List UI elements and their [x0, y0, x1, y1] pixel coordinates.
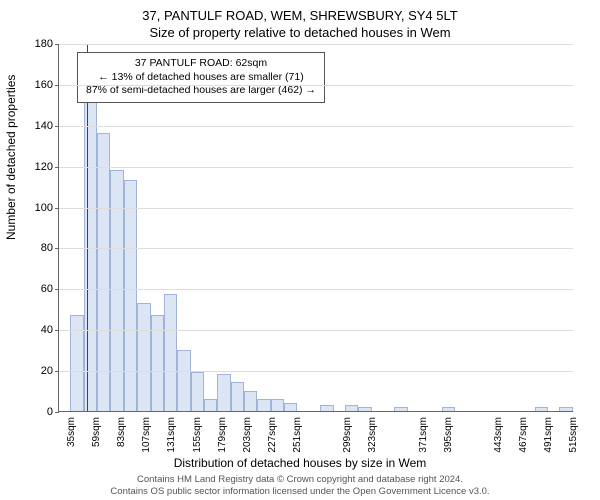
histogram-bar — [442, 407, 455, 411]
y-tick-label: 60 — [41, 283, 59, 295]
y-tick-label: 140 — [35, 120, 59, 132]
footer-line1: Contains HM Land Registry data © Crown c… — [0, 474, 600, 486]
histogram-bar — [84, 72, 97, 411]
chart-title-line2: Size of property relative to detached ho… — [0, 23, 600, 40]
annotation-line: 37 PANTULF ROAD: 62sqm — [86, 57, 316, 71]
y-tick-label: 120 — [35, 161, 59, 173]
gridline — [59, 167, 573, 168]
histogram-bar — [191, 372, 204, 411]
histogram-bar — [320, 405, 333, 411]
y-tick-label: 180 — [35, 38, 59, 50]
y-tick-label: 100 — [35, 202, 59, 214]
histogram-bar — [271, 399, 284, 411]
histogram-bar — [244, 391, 257, 411]
gridline — [59, 330, 573, 331]
y-tick-label: 160 — [35, 79, 59, 91]
annotation-box: 37 PANTULF ROAD: 62sqm← 13% of detached … — [77, 52, 325, 103]
histogram-bar — [97, 133, 110, 411]
histogram-bar — [137, 303, 150, 411]
y-tick-label: 20 — [41, 365, 59, 377]
y-tick-label: 80 — [41, 242, 59, 254]
chart-title-line1: 37, PANTULF ROAD, WEM, SHREWSBURY, SY4 5… — [0, 0, 600, 23]
histogram-bar — [177, 350, 190, 411]
y-tick-label: 40 — [41, 324, 59, 336]
y-tick-label: 0 — [47, 406, 59, 418]
histogram-bar — [110, 170, 123, 411]
annotation-line: ← 13% of detached houses are smaller (71… — [86, 71, 316, 85]
gridline — [59, 208, 573, 209]
footer-line2: Contains OS public sector information li… — [0, 486, 600, 498]
histogram-bar — [284, 403, 297, 411]
histogram-bar — [535, 407, 548, 411]
histogram-bar — [358, 407, 371, 411]
plot-area: 37 PANTULF ROAD: 62sqm← 13% of detached … — [58, 44, 573, 412]
histogram-bar — [217, 374, 230, 411]
histogram-bar — [394, 407, 407, 411]
histogram-bar — [164, 294, 177, 411]
footer-attribution: Contains HM Land Registry data © Crown c… — [0, 474, 600, 498]
gridline — [59, 126, 573, 127]
gridline — [59, 44, 573, 45]
gridline — [59, 371, 573, 372]
histogram-bar — [345, 405, 358, 411]
histogram-bar — [204, 399, 217, 411]
gridline — [59, 85, 573, 86]
histogram-bar — [559, 407, 572, 411]
histogram-bar — [124, 180, 137, 411]
y-axis-label: Number of detached properties — [4, 75, 18, 240]
chart-container: 37, PANTULF ROAD, WEM, SHREWSBURY, SY4 5… — [0, 0, 600, 500]
histogram-bar — [257, 399, 270, 411]
annotation-line: 87% of semi-detached houses are larger (… — [86, 84, 316, 98]
gridline — [59, 289, 573, 290]
histogram-bar — [231, 382, 244, 411]
x-axis-label: Distribution of detached houses by size … — [0, 456, 600, 470]
gridline — [59, 248, 573, 249]
